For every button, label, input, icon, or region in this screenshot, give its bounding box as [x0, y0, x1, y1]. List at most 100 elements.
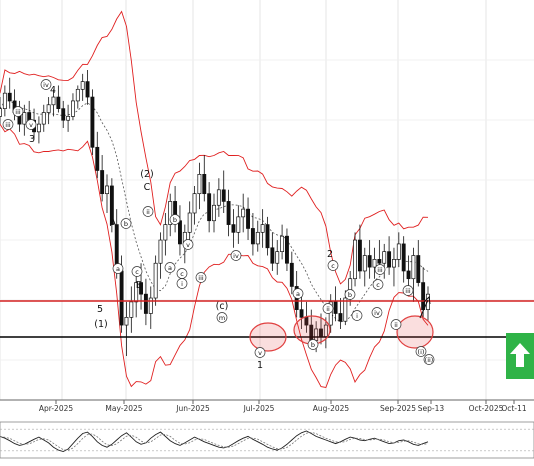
bollinger-lower-band [0, 123, 429, 389]
candle-bullish [411, 255, 416, 280]
candle-bearish [250, 228, 255, 245]
wave-label: (1) [94, 319, 107, 330]
wave-label-circle [195, 272, 207, 283]
candle-bearish [7, 92, 12, 102]
wave-label-circle [182, 239, 194, 250]
candle-bearish [143, 293, 148, 314]
up-arrow-badge[interactable] [506, 333, 534, 379]
candle-bullish [22, 112, 27, 125]
x-axis-tick-label: Apr-2025 [39, 404, 74, 413]
x-axis-tick-label: Oct-2025 [469, 404, 504, 413]
candle-bullish [105, 185, 109, 195]
candle-bearish [100, 170, 105, 195]
candle-bearish [270, 247, 275, 264]
wave-label: b [311, 341, 315, 349]
wave-label: (2) [140, 169, 153, 180]
wave-label: iii [377, 266, 383, 274]
wave-label: a [168, 264, 172, 272]
candle-bullish [353, 239, 357, 280]
wave-label-circle [131, 266, 143, 277]
wave-label: b [173, 216, 177, 224]
wave-label: 3 [29, 134, 35, 145]
candle-bearish [421, 282, 426, 310]
wave-label: 4 [50, 85, 56, 96]
wave-label: iii [198, 274, 204, 282]
wave-label: A [110, 218, 117, 229]
wave-label-circle [25, 119, 37, 130]
up-arrow-icon [510, 343, 530, 367]
candle-bullish [46, 104, 51, 113]
x-axis-tick-label: Jul-2025 [243, 404, 275, 413]
candle-bearish [56, 96, 61, 109]
candle-bearish [338, 313, 343, 322]
candle-bearish [221, 189, 226, 202]
wave-label: i [356, 312, 358, 320]
x-axis: Apr-2025 May-2025 Jun-2025 Jul-2025 Aug-2025… [0, 400, 534, 418]
candle-bullish [275, 251, 280, 264]
wave-label: v [258, 349, 262, 357]
candle-bearish [285, 235, 289, 264]
wave-label: iii [405, 287, 411, 295]
wave-label: a [116, 265, 120, 273]
candle-bearish [119, 270, 124, 326]
candle-bullish [392, 259, 396, 268]
wave-label: iv [233, 252, 239, 260]
candle-bullish [192, 193, 197, 214]
candle-bearish [387, 251, 392, 268]
candle-bullish [168, 201, 173, 225]
projection-arrowhead [423, 295, 431, 305]
wave-label: c [376, 281, 380, 289]
wave-label-circle [372, 279, 384, 290]
candle-bullish [148, 297, 153, 314]
wave-label-circle [390, 319, 402, 330]
candle-bullish [187, 212, 192, 233]
candle-bearish [265, 224, 270, 249]
wave-label: m [219, 314, 225, 322]
candle-bullish [260, 224, 265, 233]
candle-bearish [401, 243, 406, 272]
candle-bearish [299, 309, 304, 318]
candle-bullish [343, 297, 348, 322]
candle-bearish [406, 270, 411, 280]
wave-label: c [180, 270, 184, 278]
candle-bullish [197, 174, 202, 195]
x-axis-tick-label: Aug-2025 [313, 404, 350, 413]
wave-label: ii [146, 208, 150, 216]
wave-label-circle [292, 288, 304, 299]
candle-bearish [61, 108, 66, 121]
candle-bullish [236, 216, 241, 233]
wave-label-circle [402, 285, 414, 296]
wave-label: v [186, 241, 190, 249]
candle-bullish [51, 96, 56, 106]
candle-bearish [304, 317, 309, 326]
candle-bearish [333, 301, 338, 314]
candle-bullish [382, 251, 387, 264]
wave-label: iii [15, 108, 21, 116]
wave-label-circle [423, 354, 435, 365]
wave-label: iv [374, 309, 380, 317]
wave-label-circle [327, 260, 339, 271]
candle-bearish [357, 239, 362, 272]
candle-bearish [27, 112, 32, 121]
wave-label-circle [230, 250, 242, 261]
candle-bearish [226, 201, 231, 225]
wave-label: i [181, 280, 183, 288]
wave-label-circle [164, 262, 176, 273]
wave-label: 1 [257, 360, 263, 371]
candle-bearish [109, 185, 114, 225]
wave-label-circle [344, 289, 356, 300]
candle-bullish [41, 112, 46, 125]
candle-bearish [202, 174, 207, 195]
candle-bullish [66, 116, 71, 121]
wave-label-circle [351, 310, 363, 321]
candle-bullish [158, 239, 163, 264]
wave-label-circle [2, 119, 14, 130]
wave-label-circle [216, 312, 228, 323]
wave-label: b [124, 220, 128, 228]
wave-label: iii [5, 121, 11, 129]
wave-label: B [136, 280, 143, 291]
candle-bearish [95, 146, 100, 171]
candle-bearish [85, 81, 90, 98]
candle-bullish [396, 243, 401, 260]
